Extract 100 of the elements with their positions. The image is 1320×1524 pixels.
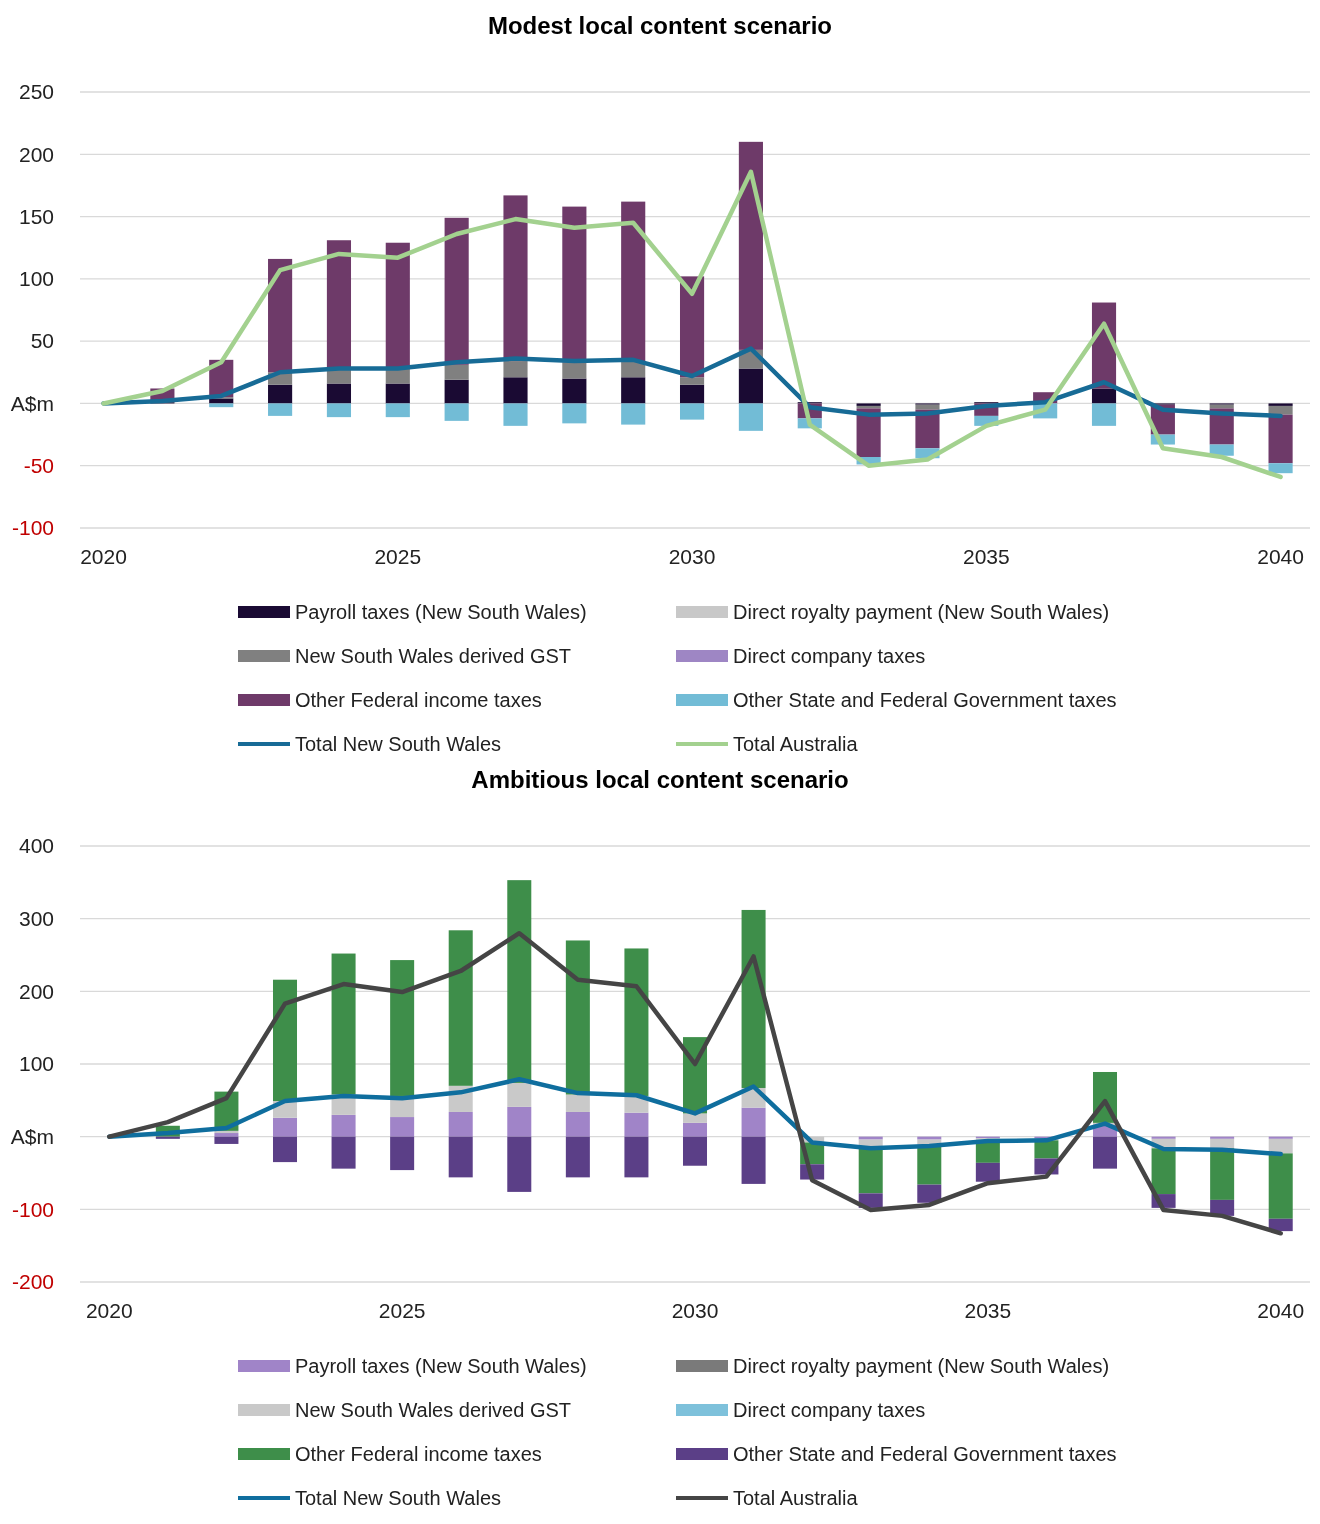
legend-label: Total Australia (733, 733, 859, 755)
bar (856, 408, 881, 457)
chart-title: Ambitious local content scenario (471, 766, 849, 793)
bar (565, 940, 590, 1095)
bar (741, 1136, 766, 1184)
bar (682, 1122, 708, 1137)
bar (209, 403, 234, 408)
bar (858, 1136, 883, 1140)
bar (444, 403, 469, 421)
bar (268, 403, 293, 416)
y-tick-label: 150 (18, 204, 54, 228)
bar (562, 362, 587, 379)
bar (385, 242, 410, 369)
bar (326, 383, 352, 404)
bar (1151, 1136, 1176, 1139)
x-tick-label: 2040 (1257, 1299, 1305, 1322)
bar (682, 1113, 708, 1123)
bar (272, 1136, 298, 1163)
y-tick-label: A$m (10, 391, 54, 415)
bar (624, 948, 649, 1096)
bar (917, 1136, 942, 1140)
bar (917, 1184, 942, 1203)
bar (503, 361, 528, 378)
legend-label: Other State and Federal Government taxes (733, 1443, 1117, 1465)
bar (444, 379, 469, 404)
bar (1091, 403, 1117, 426)
bar (565, 1111, 590, 1137)
bar (738, 403, 763, 431)
bar (621, 403, 646, 425)
legend-label: Total New South Wales (295, 733, 502, 755)
bar (1210, 1136, 1235, 1139)
bar (624, 1136, 649, 1178)
legend-label: Other Federal income taxes (295, 1443, 542, 1465)
bar (448, 1111, 473, 1137)
chart-title: Modest local content scenario (487, 12, 833, 39)
bar (975, 1162, 1000, 1182)
line-series (107, 930, 1283, 1236)
bar (565, 1094, 590, 1112)
bar (917, 1146, 942, 1185)
bar (272, 979, 298, 1102)
bar (1091, 388, 1117, 404)
legend-label: Direct company taxes (733, 645, 926, 667)
legend-label: Direct company taxes (733, 1399, 926, 1421)
bar (621, 377, 646, 404)
y-tick-label: 250 (18, 80, 54, 104)
bar (741, 909, 766, 1088)
bar (1268, 1218, 1293, 1232)
bar (326, 240, 352, 369)
bar (209, 398, 234, 404)
bar (682, 1136, 708, 1166)
bar (738, 141, 763, 350)
bar (562, 403, 587, 424)
x-tick-label: 2025 (374, 545, 422, 568)
y-tick-label: 300 (18, 907, 54, 931)
y-tick-label: -100 (11, 1197, 54, 1221)
y-tick-label: 50 (30, 329, 54, 353)
y-tick-label: 100 (18, 1052, 54, 1076)
bar (679, 384, 705, 404)
bar (1268, 1138, 1293, 1154)
legend-label: Direct royalty payment (New South Wales) (733, 1355, 1110, 1377)
bar (738, 368, 763, 404)
legend-label: Payroll taxes (New South Wales) (295, 601, 587, 623)
bar (268, 384, 293, 404)
y-tick-label: -50 (23, 454, 54, 478)
bar (444, 217, 469, 365)
x-tick-label: 2035 (962, 545, 1010, 568)
bar (385, 403, 410, 418)
y-tick-label: 200 (18, 979, 54, 1003)
x-tick-label: 2020 (85, 1299, 133, 1322)
bar (562, 378, 587, 404)
y-tick-label: A$m (10, 1125, 54, 1149)
bar (331, 1114, 356, 1137)
bar (272, 1117, 298, 1137)
x-tick-label: 2030 (671, 1299, 719, 1322)
line-series (101, 169, 1283, 480)
bar (1092, 1136, 1117, 1169)
bar (268, 258, 293, 373)
legend-label: Direct royalty payment (New South Wales) (733, 601, 1110, 623)
bar (331, 953, 356, 1095)
bar (155, 1136, 180, 1139)
bar (621, 201, 646, 362)
bar (390, 1136, 415, 1171)
x-tick-label: 2035 (964, 1299, 1012, 1322)
bar (503, 377, 528, 404)
bar (503, 403, 528, 426)
bar (915, 404, 940, 410)
x-tick-label: 2040 (1257, 545, 1304, 568)
x-tick-label: 2020 (80, 545, 127, 568)
bar (565, 1136, 590, 1178)
bar (385, 383, 410, 404)
bar (390, 960, 415, 1096)
bar (679, 403, 705, 420)
y-tick-label: 400 (18, 834, 54, 858)
bar (1268, 414, 1293, 464)
legend-label: Total New South Wales (295, 1487, 502, 1509)
bar (1268, 1136, 1293, 1139)
bar (444, 364, 469, 380)
bar (741, 1107, 766, 1137)
bar (507, 1136, 532, 1192)
legend-label: Other State and Federal Government taxes (733, 689, 1117, 711)
